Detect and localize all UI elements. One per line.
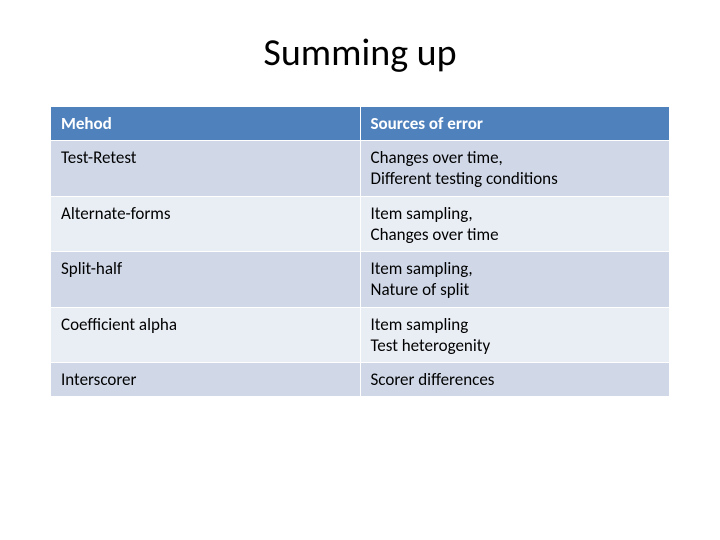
table-row: Alternate-forms Item sampling,Changes ov…	[51, 196, 670, 252]
cell-sources: Item sampling,Changes over time	[360, 196, 670, 252]
table-row: Test-Retest Changes over time,Different …	[51, 141, 670, 197]
cell-sources: Item sampling,Nature of split	[360, 252, 670, 308]
slide: Summing up Mehod Sources of error Test-R…	[0, 0, 720, 540]
cell-sources: Changes over time,Different testing cond…	[360, 141, 670, 197]
table-row: Split-half Item sampling,Nature of split	[51, 252, 670, 308]
table-header-row: Mehod Sources of error	[51, 107, 670, 141]
cell-sources: Scorer differences	[360, 363, 670, 397]
cell-sources: Item samplingTest heterogenity	[360, 307, 670, 363]
table-row: Interscorer Scorer differences	[51, 363, 670, 397]
slide-title: Summing up	[50, 30, 670, 76]
table-header-sources: Sources of error	[360, 107, 670, 141]
cell-method: Alternate-forms	[51, 196, 361, 252]
table-row: Coefficient alpha Item samplingTest hete…	[51, 307, 670, 363]
cell-method: Interscorer	[51, 363, 361, 397]
cell-method: Coefficient alpha	[51, 307, 361, 363]
cell-method: Split-half	[51, 252, 361, 308]
table-header-method: Mehod	[51, 107, 361, 141]
cell-method: Test-Retest	[51, 141, 361, 197]
summary-table: Mehod Sources of error Test-Retest Chang…	[50, 106, 670, 397]
